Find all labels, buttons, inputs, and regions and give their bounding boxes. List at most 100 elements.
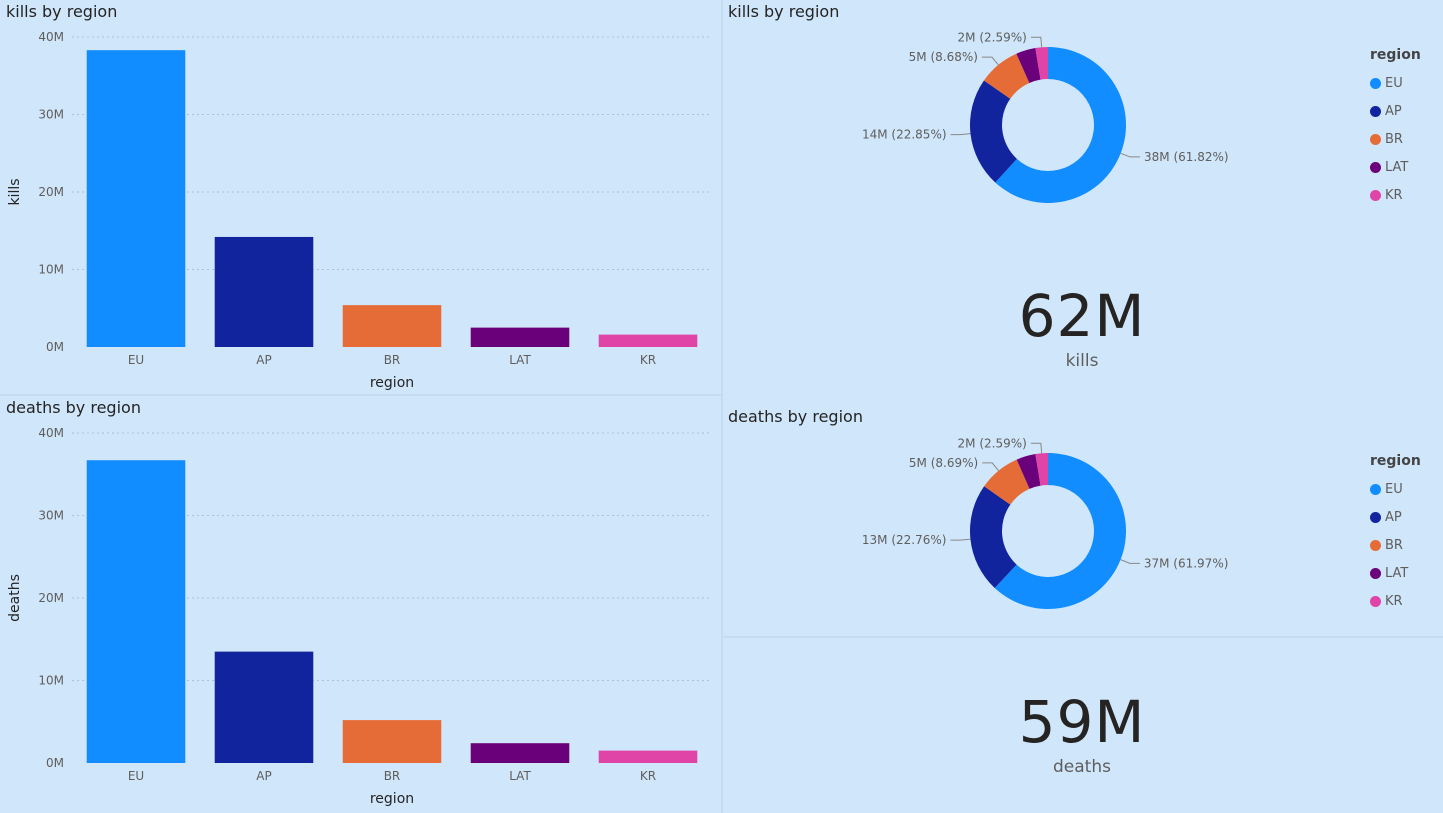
legend-item-ap[interactable]: AP bbox=[1370, 503, 1421, 531]
legend-label: BR bbox=[1385, 131, 1403, 147]
kills-card: 62M kills bbox=[942, 287, 1222, 371]
deaths-card-label: deaths bbox=[1053, 757, 1111, 777]
leader-line bbox=[1030, 442, 1043, 454]
bar-lat[interactable] bbox=[470, 743, 570, 763]
y-tick-label: 40M bbox=[38, 426, 64, 440]
legend-label: KR bbox=[1385, 187, 1403, 203]
x-tick-label: AP bbox=[256, 769, 271, 783]
x-tick-label: EU bbox=[128, 769, 144, 783]
kills-card-label: kills bbox=[1065, 351, 1099, 371]
x-tick-label: AP bbox=[256, 353, 271, 367]
legend-label: EU bbox=[1385, 75, 1403, 91]
leader-line bbox=[1030, 36, 1043, 48]
legend-dot-icon bbox=[1370, 483, 1381, 495]
x-tick-label: KR bbox=[640, 353, 656, 367]
slice-kr[interactable] bbox=[1035, 453, 1048, 486]
y-tick-label: 10M bbox=[38, 674, 64, 688]
slice-kr[interactable] bbox=[1035, 47, 1048, 80]
horizontal-divider-left bbox=[0, 394, 721, 396]
deaths-donut-legend: region EU AP BR LAT KR bbox=[1370, 453, 1421, 615]
x-axis-title: region bbox=[370, 375, 414, 391]
x-axis-title: region bbox=[370, 791, 414, 807]
legend-item-kr[interactable]: KR bbox=[1370, 181, 1421, 209]
bar-lat[interactable] bbox=[470, 327, 570, 347]
kills-bar-title: kills by region bbox=[6, 2, 118, 21]
legend-label: AP bbox=[1385, 509, 1402, 525]
slice-lat[interactable] bbox=[1016, 48, 1041, 83]
legend-item-kr[interactable]: KR bbox=[1370, 587, 1421, 615]
slice-ap[interactable] bbox=[970, 80, 1017, 183]
legend-label: AP bbox=[1385, 103, 1402, 119]
leader-line bbox=[1120, 559, 1140, 564]
y-axis-title: deaths bbox=[7, 574, 23, 622]
data-label: 37M (61.97%) bbox=[1144, 556, 1229, 570]
kills-donut-legend: region EU AP BR LAT KR bbox=[1370, 47, 1421, 209]
deaths-bar-panel: deaths by region 0M 10M 20M 30M 40M EU AP BR LAT… bbox=[0, 396, 720, 813]
bar-kr[interactable] bbox=[598, 334, 698, 347]
legend-item-lat[interactable]: LAT bbox=[1370, 153, 1421, 181]
x-tick-label: EU bbox=[128, 353, 144, 367]
slice-lat[interactable] bbox=[1016, 454, 1041, 489]
legend-dot-icon bbox=[1370, 189, 1381, 201]
leader-line bbox=[982, 462, 999, 471]
bar-kr[interactable] bbox=[598, 750, 698, 763]
bar-br[interactable] bbox=[342, 305, 442, 347]
deaths-bar-title: deaths by region bbox=[6, 398, 141, 417]
legend-dot-icon bbox=[1370, 567, 1381, 579]
legend-label: KR bbox=[1385, 593, 1403, 609]
deaths-donut-panel: deaths by region 37M (61.97%) 13M (22.76%… bbox=[722, 405, 1443, 635]
legend-item-lat[interactable]: LAT bbox=[1370, 559, 1421, 587]
legend-dot-icon bbox=[1370, 595, 1381, 607]
legend-label: EU bbox=[1385, 481, 1403, 497]
y-tick-label: 0M bbox=[46, 340, 64, 354]
x-tick-label: BR bbox=[384, 353, 401, 367]
legend-label: LAT bbox=[1385, 565, 1409, 581]
x-tick-label: BR bbox=[384, 769, 401, 783]
leader-line bbox=[981, 56, 999, 66]
kills-bar-chart: 0M 10M 20M 30M 40M EU AP BR LAT KR region kills bbox=[7, 30, 712, 391]
x-tick-label: KR bbox=[640, 769, 656, 783]
x-tick-label: LAT bbox=[509, 769, 531, 783]
bar-ap[interactable] bbox=[214, 651, 314, 763]
legend-dot-icon bbox=[1370, 133, 1381, 145]
legend-item-eu[interactable]: EU bbox=[1370, 69, 1421, 97]
y-tick-label: 0M bbox=[46, 756, 64, 770]
data-label: 13M (22.76%) bbox=[862, 533, 947, 547]
y-tick-label: 20M bbox=[38, 591, 64, 605]
legend-dot-icon bbox=[1370, 539, 1381, 551]
data-label: 38M (61.82%) bbox=[1144, 150, 1229, 164]
legend-dot-icon bbox=[1370, 511, 1381, 523]
legend-dot-icon bbox=[1370, 161, 1381, 173]
deaths-donut-chart: 37M (61.97%) 13M (22.76%) 5M (8.69%) 2M (2.… bbox=[862, 436, 1229, 609]
y-tick-label: 30M bbox=[38, 108, 64, 122]
deaths-card: 59M deaths bbox=[942, 693, 1222, 777]
data-label: 14M (22.85%) bbox=[862, 128, 947, 142]
y-tick-label: 30M bbox=[38, 509, 64, 523]
legend-item-br[interactable]: BR bbox=[1370, 125, 1421, 153]
legend-dot-icon bbox=[1370, 77, 1381, 89]
slice-br[interactable] bbox=[983, 53, 1030, 99]
legend-item-br[interactable]: BR bbox=[1370, 531, 1421, 559]
leader-line bbox=[950, 538, 971, 541]
legend-label: BR bbox=[1385, 537, 1403, 553]
bar-eu[interactable] bbox=[86, 50, 186, 348]
kills-donut-panel: kills by region 38M (61.82%) 14M (22.85%)… bbox=[722, 0, 1443, 270]
slice-br[interactable] bbox=[984, 459, 1030, 505]
bar-eu[interactable] bbox=[86, 460, 186, 763]
bar-ap[interactable] bbox=[214, 236, 314, 347]
legend-item-ap[interactable]: AP bbox=[1370, 97, 1421, 125]
slice-ap[interactable] bbox=[970, 486, 1017, 588]
horizontal-divider-right bbox=[723, 636, 1443, 638]
slice-eu[interactable] bbox=[995, 47, 1126, 203]
deaths-donut-title: deaths by region bbox=[728, 407, 863, 426]
data-label: 2M (2.59%) bbox=[958, 436, 1027, 450]
bar-br[interactable] bbox=[342, 720, 442, 763]
y-axis-title: kills bbox=[7, 178, 23, 205]
kills-bar-panel: kills by region 0M 10M 20M 30M 40M EU AP BR LAT K… bbox=[0, 0, 720, 395]
legend-dot-icon bbox=[1370, 105, 1381, 117]
deaths-bar-chart: 0M 10M 20M 30M 40M EU AP BR LAT KR region deaths bbox=[7, 426, 712, 807]
kills-donut-chart: 38M (61.82%) 14M (22.85%) 5M (8.68%) 2M (2.… bbox=[862, 30, 1229, 203]
slice-eu[interactable] bbox=[994, 453, 1126, 609]
x-tick-label: LAT bbox=[509, 353, 531, 367]
legend-item-eu[interactable]: EU bbox=[1370, 475, 1421, 503]
